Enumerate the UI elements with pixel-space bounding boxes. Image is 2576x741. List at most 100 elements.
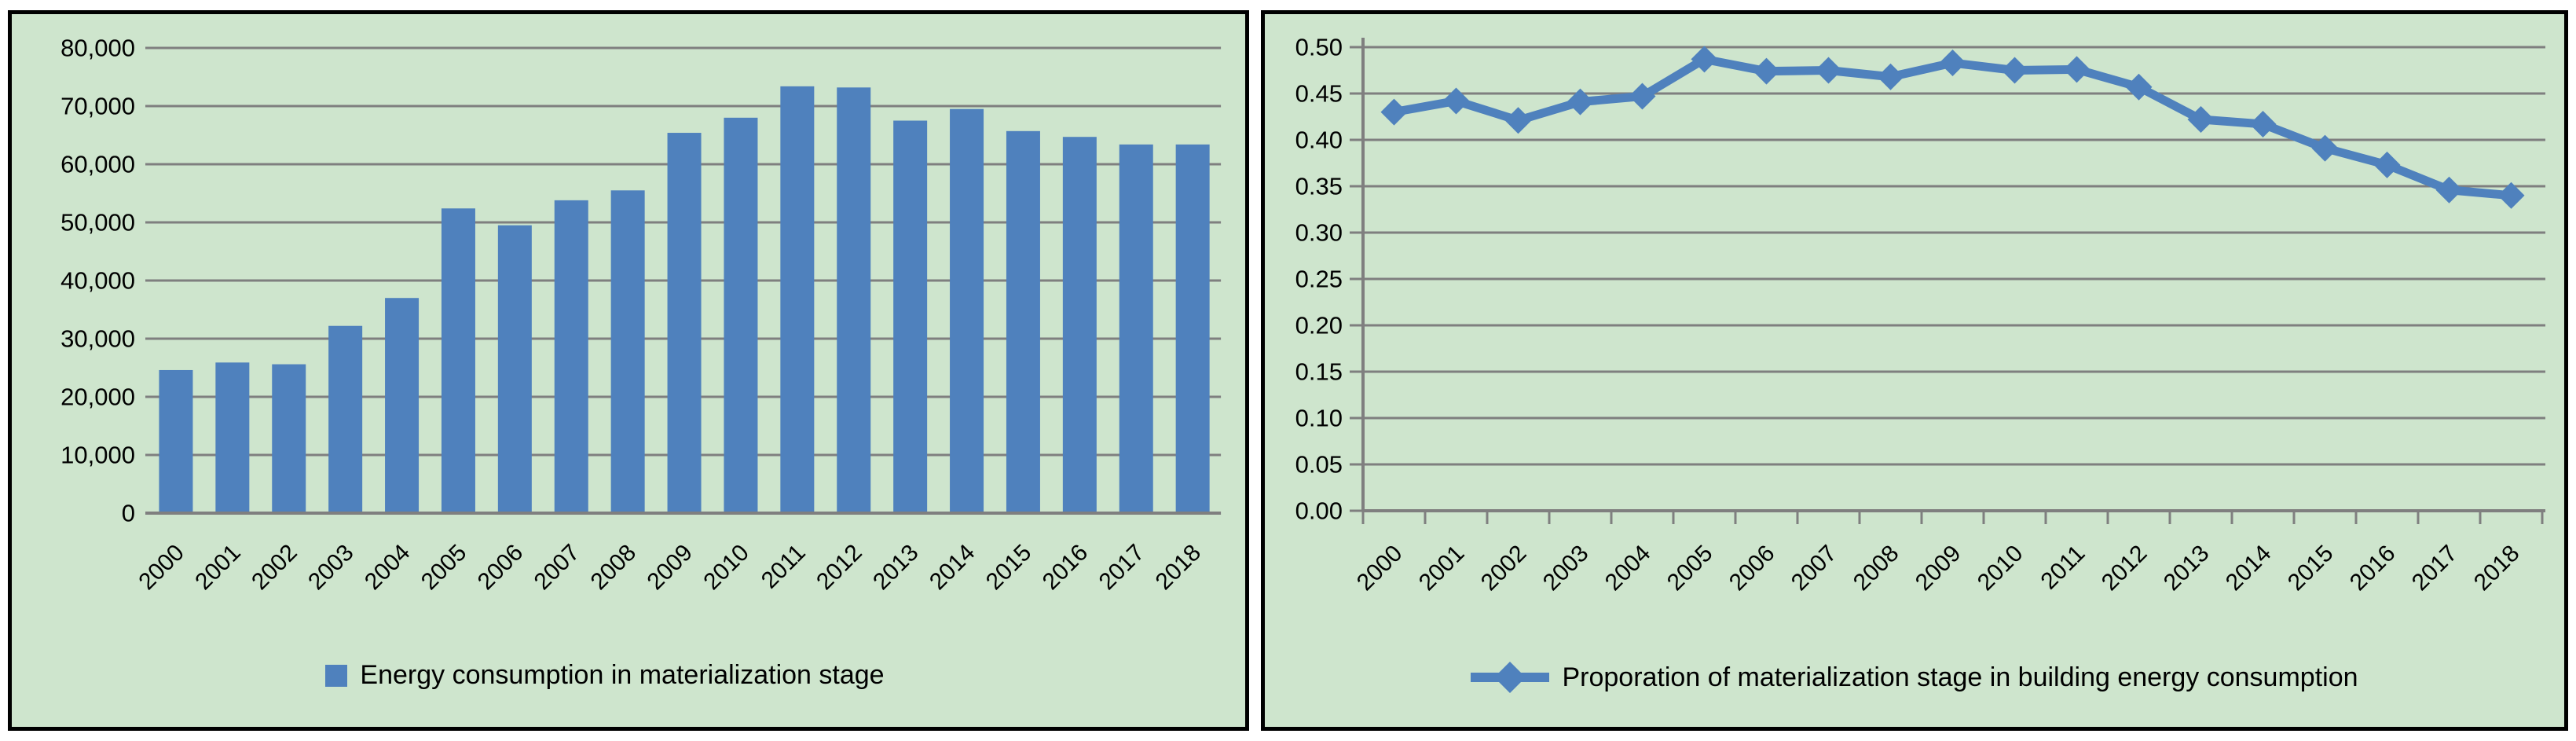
x-tick-label-2004: 2004 xyxy=(360,540,416,596)
line-legend-marker-icon xyxy=(1471,660,1550,695)
x-tick-label-2017: 2017 xyxy=(1094,540,1150,596)
line-chart-legend: Proporation of materialization stage in … xyxy=(1265,660,2564,695)
bar-2013 xyxy=(893,120,928,513)
x-tick-label-2000: 2000 xyxy=(1352,541,1408,596)
bar-2002 xyxy=(272,364,306,513)
x-tick-label-2018: 2018 xyxy=(1151,540,1207,596)
x-tick-label-2008: 2008 xyxy=(1849,541,1904,596)
marker-2011 xyxy=(2063,56,2090,83)
x-tick-label-2007: 2007 xyxy=(529,540,585,596)
x-tick-label-2013: 2013 xyxy=(868,540,924,596)
marker-2018 xyxy=(2497,182,2525,209)
x-tick-label-2002: 2002 xyxy=(1476,541,1532,596)
x-tick-label-2012: 2012 xyxy=(812,540,867,596)
bar-2007 xyxy=(554,200,588,513)
bar-2017 xyxy=(1119,144,1153,513)
x-tick-label-2013: 2013 xyxy=(2159,541,2215,596)
y-tick-label: 0.00 xyxy=(1295,497,1343,525)
bar-2016 xyxy=(1062,137,1097,513)
x-tick-label-2007: 2007 xyxy=(1786,541,1842,596)
y-tick-label: 10,000 xyxy=(60,442,135,469)
x-tick-label-2015: 2015 xyxy=(2283,541,2339,596)
y-tick-label: 0 xyxy=(122,500,135,527)
x-tick-label-2018: 2018 xyxy=(2469,541,2525,596)
y-tick-label: 0.40 xyxy=(1295,127,1343,154)
y-tick-label: 0.30 xyxy=(1295,219,1343,247)
marker-2002 xyxy=(1504,107,1532,134)
y-tick-label: 50,000 xyxy=(60,209,135,237)
marker-2003 xyxy=(1566,88,1594,116)
bar-2015 xyxy=(1006,130,1040,513)
bar-2011 xyxy=(780,86,815,514)
marker-2016 xyxy=(2373,151,2401,178)
bar-legend-swatch-icon xyxy=(325,664,348,687)
bar-2003 xyxy=(328,325,363,513)
bar-2014 xyxy=(950,108,984,513)
bar-chart-panel: 80,000 70,000 60,000 50,000 40,000 30,000 20,0… xyxy=(8,10,1249,731)
x-tick-label-2011: 2011 xyxy=(2036,541,2090,595)
y-tick-label: 0.25 xyxy=(1295,266,1343,293)
line-series xyxy=(1390,54,2516,200)
marker-2001 xyxy=(1442,87,1470,115)
marker-2013 xyxy=(2187,106,2215,134)
marker-2010 xyxy=(2001,57,2028,84)
y-tick-label: 0.45 xyxy=(1295,80,1343,108)
marker-2000 xyxy=(1380,98,1408,126)
x-tick-label-2003: 2003 xyxy=(303,540,359,596)
line-chart-panel: 0.50 0.45 0.40 0.35 0.30 0.25 0.20 0.15 0.10 0.05… xyxy=(1261,10,2568,731)
x-tick-label-2002: 2002 xyxy=(247,540,302,596)
y-tick-label: 0.05 xyxy=(1295,451,1343,479)
bar-2008 xyxy=(610,190,645,514)
y-tick-label: 0.20 xyxy=(1295,312,1343,339)
line-legend-label: Proporation of materialization stage in … xyxy=(1562,662,2358,692)
line-chart: 0.50 0.45 0.40 0.35 0.30 0.25 0.20 0.15 0.10 0.05… xyxy=(1295,34,2545,596)
bar-2009 xyxy=(667,133,702,514)
marker-2009 xyxy=(1939,50,1966,77)
x-tick-label-2000: 2000 xyxy=(134,540,189,596)
bar-2000 xyxy=(159,369,193,513)
marker-2007 xyxy=(1815,57,1842,84)
x-tick-label-2005: 2005 xyxy=(416,540,472,596)
bar-2006 xyxy=(497,225,532,513)
marker-2015 xyxy=(2311,134,2339,162)
y-tick-label: 0.35 xyxy=(1295,173,1343,200)
y-tick-label: 80,000 xyxy=(60,35,135,62)
bar-2004 xyxy=(385,298,420,513)
marker-2012 xyxy=(2125,73,2153,101)
marker-2008 xyxy=(1877,63,1904,90)
y-tick-label: 0.10 xyxy=(1295,405,1343,432)
x-tick-label-2004: 2004 xyxy=(1600,541,1656,596)
x-tick-label-2001: 2001 xyxy=(190,540,246,596)
y-tick-label: 0.50 xyxy=(1295,34,1343,61)
marker-2004 xyxy=(1629,83,1656,110)
x-tick-label-2009: 2009 xyxy=(642,540,698,596)
x-tick-label-2003: 2003 xyxy=(1538,541,1594,596)
x-tick-label-2012: 2012 xyxy=(2097,541,2153,596)
x-tick-label-2009: 2009 xyxy=(1911,541,1966,596)
y-tick-label: 0.15 xyxy=(1295,358,1343,386)
bar-2012 xyxy=(837,87,871,513)
x-tick-label-2011: 2011 xyxy=(757,540,811,594)
y-tick-label: 40,000 xyxy=(60,267,135,295)
x-tick-label-2016: 2016 xyxy=(2345,541,2401,596)
bar-2018 xyxy=(1175,144,1210,513)
x-tick-label-2015: 2015 xyxy=(981,540,1037,596)
x-tick-label-2008: 2008 xyxy=(586,540,642,596)
bar-chart: 80,000 70,000 60,000 50,000 40,000 30,000 20,0… xyxy=(60,35,1222,596)
y-tick-label: 60,000 xyxy=(60,151,135,178)
bar-2010 xyxy=(724,117,758,514)
bar-2001 xyxy=(215,362,250,513)
y-tick-label: 20,000 xyxy=(60,383,135,411)
bar-2005 xyxy=(441,208,475,513)
x-tick-label-2017: 2017 xyxy=(2407,541,2463,596)
x-tick-label-2006: 2006 xyxy=(473,540,529,596)
x-tick-label-2001: 2001 xyxy=(1414,541,1470,596)
marker-2014 xyxy=(2249,110,2277,138)
x-tick-label-2010: 2010 xyxy=(1973,541,2028,596)
x-tick-label-2010: 2010 xyxy=(698,540,754,596)
y-tick-label: 70,000 xyxy=(60,93,135,120)
marker-2006 xyxy=(1753,57,1780,85)
x-tick-label-2014: 2014 xyxy=(2221,541,2277,596)
marker-2017 xyxy=(2435,176,2463,204)
